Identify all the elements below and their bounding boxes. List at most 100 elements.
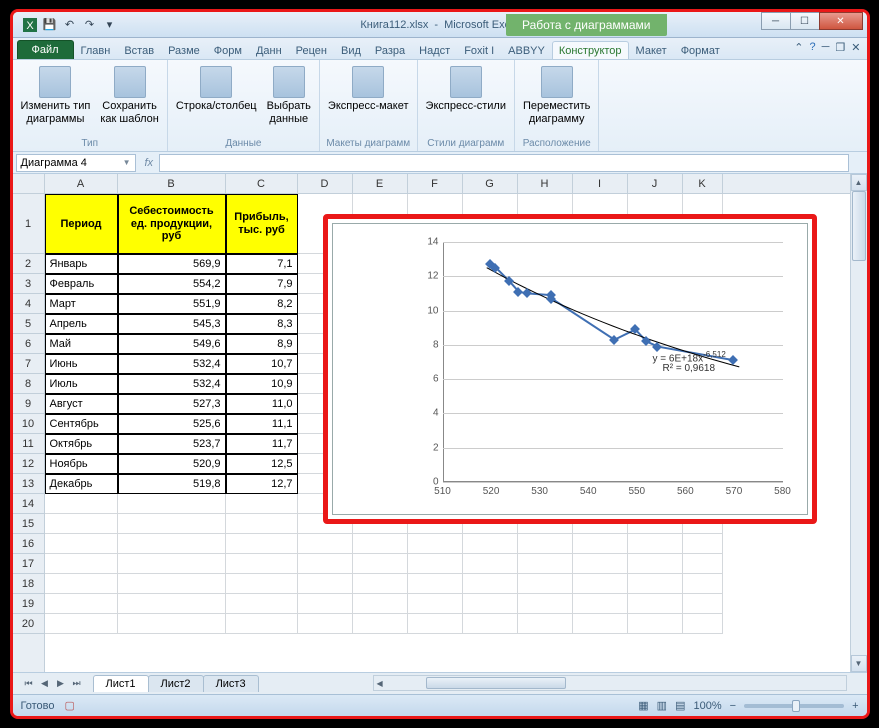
cell[interactable] bbox=[45, 514, 118, 534]
cell[interactable] bbox=[226, 614, 298, 634]
row-header[interactable]: 5 bbox=[13, 314, 44, 334]
cell[interactable] bbox=[518, 574, 573, 594]
row-header[interactable]: 3 bbox=[13, 274, 44, 294]
row-header[interactable]: 15 bbox=[13, 514, 44, 534]
row-header[interactable]: 13 bbox=[13, 474, 44, 494]
cell[interactable]: 519,8 bbox=[118, 474, 226, 494]
row-header[interactable]: 14 bbox=[13, 494, 44, 514]
cell[interactable] bbox=[298, 554, 353, 574]
cell[interactable] bbox=[226, 534, 298, 554]
cell[interactable] bbox=[118, 494, 226, 514]
cell[interactable] bbox=[118, 554, 226, 574]
cell[interactable] bbox=[118, 514, 226, 534]
zoom-level[interactable]: 100% bbox=[693, 700, 721, 712]
col-header[interactable]: I bbox=[573, 174, 628, 193]
col-header[interactable]: J bbox=[628, 174, 683, 193]
cell[interactable]: 10,7 bbox=[226, 354, 298, 374]
cell[interactable] bbox=[353, 594, 408, 614]
cell[interactable]: Октябрь bbox=[45, 434, 118, 454]
maximize-button[interactable]: ☐ bbox=[790, 12, 820, 30]
cell[interactable] bbox=[683, 534, 723, 554]
cell[interactable] bbox=[226, 554, 298, 574]
redo-icon[interactable]: ↷ bbox=[81, 16, 99, 34]
cell[interactable]: 520,9 bbox=[118, 454, 226, 474]
cell[interactable] bbox=[226, 494, 298, 514]
cell[interactable] bbox=[518, 534, 573, 554]
cell[interactable]: Май bbox=[45, 334, 118, 354]
zoom-slider[interactable] bbox=[744, 704, 844, 708]
cell[interactable]: 527,3 bbox=[118, 394, 226, 414]
ribbon-btn[interactable]: Экспресс-макет bbox=[324, 64, 413, 115]
sheet-tab[interactable]: Лист1 bbox=[93, 675, 149, 692]
row-header[interactable]: 1 bbox=[13, 194, 44, 254]
cell[interactable] bbox=[683, 574, 723, 594]
tab-abbyy[interactable]: ABBYY bbox=[501, 41, 552, 59]
cell[interactable]: Декабрь bbox=[45, 474, 118, 494]
cell[interactable] bbox=[298, 614, 353, 634]
cell[interactable]: Июнь bbox=[45, 354, 118, 374]
sheet-nav-next-icon[interactable]: ▶ bbox=[53, 676, 69, 692]
scroll-up-icon[interactable]: ▲ bbox=[851, 174, 867, 191]
cell[interactable]: Апрель bbox=[45, 314, 118, 334]
cell[interactable]: 7,9 bbox=[226, 274, 298, 294]
mdi-restore-icon[interactable]: ❐ bbox=[835, 41, 845, 54]
cell[interactable] bbox=[628, 614, 683, 634]
vscroll-thumb[interactable] bbox=[852, 191, 866, 261]
row-header[interactable]: 9 bbox=[13, 394, 44, 414]
sheet-nav-last-icon[interactable]: ⏭ bbox=[69, 676, 85, 692]
cell[interactable]: Март bbox=[45, 294, 118, 314]
cell[interactable] bbox=[298, 594, 353, 614]
cell[interactable]: 551,9 bbox=[118, 294, 226, 314]
cell[interactable] bbox=[298, 574, 353, 594]
cell[interactable] bbox=[463, 614, 518, 634]
tab-file[interactable]: Файл bbox=[17, 40, 74, 59]
cell[interactable]: Ноябрь bbox=[45, 454, 118, 474]
row-header[interactable]: 7 bbox=[13, 354, 44, 374]
scroll-down-icon[interactable]: ▼ bbox=[851, 655, 867, 672]
col-header[interactable]: D bbox=[298, 174, 353, 193]
tab-разра[interactable]: Разра bbox=[368, 41, 412, 59]
cell[interactable] bbox=[408, 534, 463, 554]
cell[interactable] bbox=[298, 534, 353, 554]
cell[interactable] bbox=[628, 534, 683, 554]
cell[interactable] bbox=[463, 594, 518, 614]
cell[interactable]: Период bbox=[45, 194, 118, 254]
tab-макет[interactable]: Макет bbox=[629, 41, 674, 59]
row-header[interactable]: 18 bbox=[13, 574, 44, 594]
tab-форм[interactable]: Форм bbox=[207, 41, 249, 59]
cell[interactable] bbox=[353, 534, 408, 554]
cell[interactable] bbox=[408, 574, 463, 594]
cell[interactable]: Январь bbox=[45, 254, 118, 274]
row-header[interactable]: 6 bbox=[13, 334, 44, 354]
mdi-min-icon[interactable]: ─ bbox=[822, 41, 830, 54]
cell[interactable]: 8,3 bbox=[226, 314, 298, 334]
cell[interactable] bbox=[683, 554, 723, 574]
col-header[interactable]: F bbox=[408, 174, 463, 193]
cell[interactable]: 10,9 bbox=[226, 374, 298, 394]
minimize-button[interactable]: ─ bbox=[761, 12, 791, 30]
tab-рецен[interactable]: Рецен bbox=[289, 41, 334, 59]
cell[interactable] bbox=[628, 574, 683, 594]
col-header[interactable]: H bbox=[518, 174, 573, 193]
tab-формат[interactable]: Формат bbox=[674, 41, 727, 59]
cell[interactable]: Прибыль, тыс. руб bbox=[226, 194, 298, 254]
col-header[interactable]: A bbox=[45, 174, 118, 193]
row-header[interactable]: 2 bbox=[13, 254, 44, 274]
vertical-scrollbar[interactable]: ▲ ▼ bbox=[850, 174, 867, 672]
cell[interactable]: Себестоимость ед. продукции, руб bbox=[118, 194, 226, 254]
undo-icon[interactable]: ↶ bbox=[61, 16, 79, 34]
cell[interactable] bbox=[573, 574, 628, 594]
row-header[interactable]: 12 bbox=[13, 454, 44, 474]
cell[interactable] bbox=[573, 594, 628, 614]
cell[interactable] bbox=[518, 594, 573, 614]
hscroll-thumb[interactable] bbox=[426, 677, 566, 689]
cell[interactable]: 525,6 bbox=[118, 414, 226, 434]
view-normal-icon[interactable]: ▦ bbox=[638, 699, 648, 712]
ribbon-btn[interactable]: Строка/столбец bbox=[172, 64, 261, 115]
row-header[interactable]: 8 bbox=[13, 374, 44, 394]
sheet-tab[interactable]: Лист3 bbox=[203, 675, 259, 692]
sheet-nav-prev-icon[interactable]: ◀ bbox=[37, 676, 53, 692]
cell[interactable] bbox=[226, 594, 298, 614]
cell[interactable]: Июль bbox=[45, 374, 118, 394]
cell[interactable] bbox=[628, 594, 683, 614]
